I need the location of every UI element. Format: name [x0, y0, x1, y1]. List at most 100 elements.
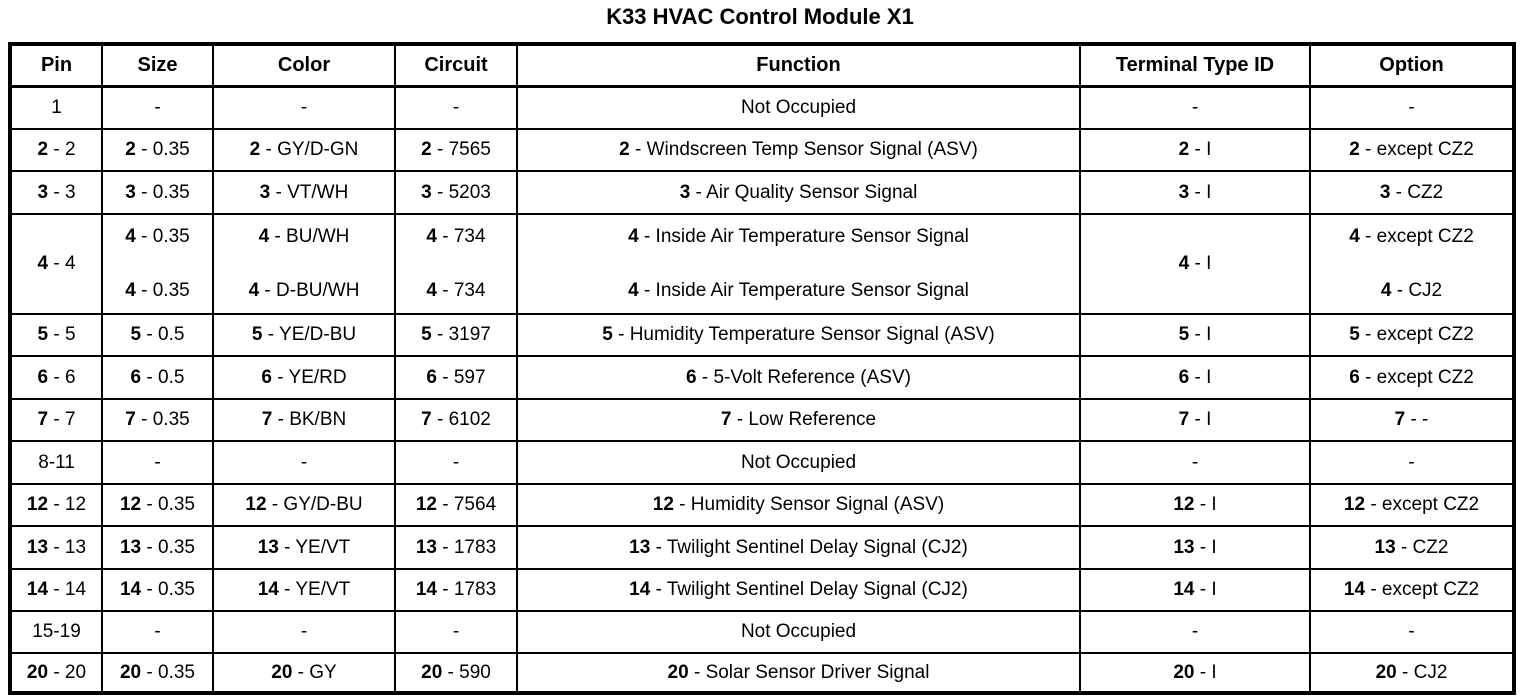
- pin-number: 5: [1349, 324, 1360, 345]
- table-cell: 6 - YE/RD: [212, 355, 396, 400]
- pin-number: 2: [1349, 139, 1360, 160]
- table-cell: 2 - I: [1079, 128, 1311, 172]
- page-title: K33 HVAC Control Module X1: [606, 4, 914, 29]
- table-cell: 20 - 20: [9, 652, 103, 694]
- table-row: 14 - 14 14 - 0.35 14 - YE/VT 14 - 1783 14 - …: [9, 568, 1515, 612]
- table-cell: 2 - 2: [9, 128, 103, 172]
- pin-number: 13: [629, 536, 651, 558]
- pin-number: 7: [1394, 409, 1406, 430]
- pin-number: 7: [720, 409, 732, 430]
- table-cell: 7 - 6102: [394, 398, 518, 442]
- table-cell: 12 - GY/D-BU: [212, 483, 396, 527]
- pin-number: 2: [125, 139, 136, 160]
- pin-number: 4: [125, 226, 136, 247]
- table-cell: 7 - 7: [9, 398, 103, 442]
- pin-number: 13: [1173, 536, 1195, 558]
- pin-number: 4: [248, 280, 260, 301]
- pin-number: 13: [257, 536, 279, 558]
- table-cell: 3 - 0.35: [101, 170, 214, 215]
- table-cell: 5 - 3197: [394, 313, 518, 357]
- table-cell: 6 - 6: [9, 355, 103, 400]
- pinout-table: Pin Size Color Circuit Function Terminal Type…: [8, 42, 1516, 695]
- column-header: Function: [516, 43, 1081, 88]
- pin-number: 7: [1178, 409, 1190, 430]
- pin-number: 6: [686, 366, 697, 388]
- table-cell: 13 - CZ2: [1309, 525, 1515, 570]
- column-header: Circuit: [394, 43, 518, 88]
- pin-number: 14: [1173, 579, 1195, 600]
- table-cell: 12 - Humidity Sensor Signal (ASV): [516, 483, 1081, 527]
- table-cell: -: [1309, 85, 1515, 130]
- table-cell: 20 - Solar Sensor Driver Signal: [516, 652, 1081, 694]
- pin-number: 4: [426, 280, 437, 301]
- table-cell: 2 - 0.35: [101, 128, 214, 172]
- pin-number: 12: [119, 494, 142, 515]
- table-cell: 4 - BU/WH 4 - D-BU/WH: [212, 213, 396, 315]
- table-cell: 5 - I: [1079, 313, 1311, 357]
- table-cell: Not Occupied: [516, 85, 1081, 130]
- table-cell: -: [1079, 610, 1311, 654]
- pin-number: 2: [421, 139, 432, 160]
- pin-number: 7: [125, 409, 136, 430]
- table-row: 15-19- - - Not Occupied - -: [9, 610, 1515, 654]
- table-cell: 3 - CZ2: [1309, 170, 1515, 215]
- pin-number: 14: [415, 579, 437, 600]
- pin-number: 5: [130, 324, 142, 345]
- column-header: Size: [101, 43, 214, 88]
- pin-number: 13: [26, 536, 49, 558]
- table-cell: 4 - I: [1079, 213, 1311, 315]
- table-cell: 5 - YE/D-BU: [212, 313, 396, 357]
- table-cell: 12 - except CZ2: [1309, 483, 1515, 527]
- pin-number: 5: [1178, 324, 1190, 345]
- table-cell: 20 - I: [1079, 652, 1311, 694]
- pin-number: 20: [119, 661, 142, 683]
- pin-number: 13: [1374, 536, 1396, 558]
- column-header: Terminal Type ID: [1079, 43, 1311, 88]
- pin-number: 4: [1178, 253, 1190, 274]
- table-cell: 14 - 0.35: [101, 568, 214, 612]
- table-cell: -: [1079, 440, 1311, 485]
- table-cell: 13 - 13: [9, 525, 103, 570]
- table-cell: 5 - 0.5: [101, 313, 214, 357]
- pin-number: 4: [426, 226, 437, 247]
- column-header: Pin: [9, 43, 103, 88]
- table-cell: 14 - YE/VT: [212, 568, 396, 612]
- pin-number: 3: [421, 181, 432, 203]
- pin-number: 6: [1349, 366, 1360, 388]
- table-cell: 4 - Inside Air Temperature Sensor Signal…: [516, 213, 1081, 315]
- table-cell: 1: [9, 85, 103, 130]
- table-cell: 2 - Windscreen Temp Sensor Signal (ASV): [516, 128, 1081, 172]
- table-cell: 20 - CJ2: [1309, 652, 1515, 694]
- table-cell: -: [212, 85, 396, 130]
- table-cell: 13 - Twilight Sentinel Delay Signal (CJ2…: [516, 525, 1081, 570]
- column-header: Option: [1309, 43, 1515, 88]
- table-cell: -: [1309, 440, 1515, 485]
- pin-number: 4: [1380, 280, 1392, 301]
- pin-number: 2: [1178, 139, 1190, 160]
- table-cell: -: [1309, 610, 1515, 654]
- table-cell: 7 - Low Reference: [516, 398, 1081, 442]
- pin-number: 6: [130, 366, 142, 388]
- pin-number: 6: [1178, 366, 1190, 388]
- table-cell: 12 - 7564: [394, 483, 518, 527]
- pin-number: 4: [37, 253, 49, 274]
- table-cell: 14 - Twilight Sentinel Delay Signal (CJ2…: [516, 568, 1081, 612]
- pin-number: 12: [1343, 494, 1366, 515]
- pin-number: 12: [415, 494, 437, 515]
- table-cell: 7 - 0.35: [101, 398, 214, 442]
- table-cell: -: [101, 85, 214, 130]
- table-cell: 6 - except CZ2: [1309, 355, 1515, 400]
- table-row: 12 - 12 12 - 0.35 12 - GY/D-BU 12 - 7564 12 …: [9, 483, 1515, 527]
- table-cell: 3 - VT/WH: [212, 170, 396, 215]
- table-cell: -: [394, 85, 518, 130]
- pin-number: 14: [257, 579, 279, 600]
- table-cell: 13 - 0.35: [101, 525, 214, 570]
- table-cell: 5 - except CZ2: [1309, 313, 1515, 357]
- table-cell: 20 - 0.35: [101, 652, 214, 694]
- table-cell: 2 - 7565: [394, 128, 518, 172]
- pin-number: 5: [37, 324, 49, 345]
